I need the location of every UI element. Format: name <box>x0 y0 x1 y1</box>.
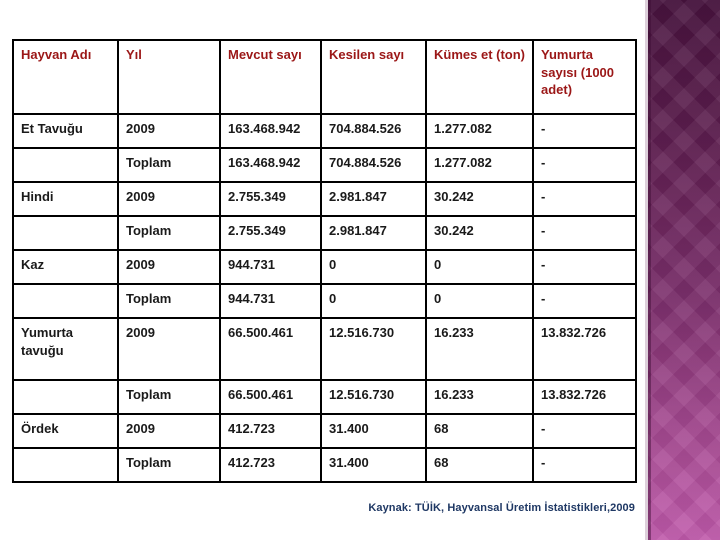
table-cell: 13.832.726 <box>532 317 637 381</box>
side-panel-edge <box>648 0 651 540</box>
table-cell: 16.233 <box>425 379 534 415</box>
table-cell: 944.731 <box>219 283 322 319</box>
table-cell: 0 <box>425 283 534 319</box>
table-cell: 1.277.082 <box>425 147 534 183</box>
table-cell <box>12 215 119 251</box>
table-cell: - <box>532 447 637 483</box>
table-row: Toplam 412.723 31.400 68- <box>12 447 637 483</box>
column-header: Hayvan Adı <box>12 39 119 115</box>
table-row: Toplam 163.468.942 704.884.526 1.277.082- <box>12 147 637 183</box>
table-cell <box>12 147 119 183</box>
table-cell: Yumurta tavuğu <box>12 317 119 381</box>
table-row: Yumurta tavuğu 2009 66.500.461 12.516.730 16… <box>12 317 637 381</box>
table-cell: Hindi <box>12 181 119 217</box>
table-row: Kaz 2009 944.731 0 0- <box>12 249 637 285</box>
table-cell: 2.981.847 <box>320 215 427 251</box>
table-cell: 66.500.461 <box>219 379 322 415</box>
table-cell: Toplam <box>117 379 221 415</box>
table-cell: 12.516.730 <box>320 379 427 415</box>
table-cell: 2009 <box>117 249 221 285</box>
table-row: Et Tavuğu 2009 163.468.942 704.884.526 1.277… <box>12 113 637 149</box>
table-cell: 2.981.847 <box>320 181 427 217</box>
table-cell: 30.242 <box>425 181 534 217</box>
table-cell: - <box>532 413 637 449</box>
table-cell: 412.723 <box>219 413 322 449</box>
table-cell: 2.755.349 <box>219 215 322 251</box>
table-cell: Kaz <box>12 249 119 285</box>
table-cell: 12.516.730 <box>320 317 427 381</box>
table-cell: 944.731 <box>219 249 322 285</box>
table-cell: 2009 <box>117 413 221 449</box>
column-header: Yumurta sayısı (1000 adet) <box>532 39 637 115</box>
table-cell: 2009 <box>117 181 221 217</box>
table-cell: 68 <box>425 447 534 483</box>
table-cell: - <box>532 215 637 251</box>
table-row: Hindi 2009 2.755.349 2.981.847 30.242- <box>12 181 637 217</box>
table-cell: 2009 <box>117 317 221 381</box>
table-cell: - <box>532 181 637 217</box>
table-body: Et Tavuğu 2009 163.468.942 704.884.526 1.277… <box>12 113 637 483</box>
table-header-row: Hayvan Adı Yıl Mevcut sayı Kesilen sayı Küme… <box>12 39 637 115</box>
table-cell <box>12 283 119 319</box>
table-cell: Ördek <box>12 413 119 449</box>
table-cell: Toplam <box>117 447 221 483</box>
table-cell: 0 <box>320 283 427 319</box>
table-cell: 13.832.726 <box>532 379 637 415</box>
column-header: Kümes et (ton) <box>425 39 534 115</box>
table-cell: 163.468.942 <box>219 113 322 149</box>
table-cell: Et Tavuğu <box>12 113 119 149</box>
table-row: Ördek 2009 412.723 31.400 68- <box>12 413 637 449</box>
table-cell <box>12 379 119 415</box>
table-cell: 412.723 <box>219 447 322 483</box>
livestock-statistics-table: Hayvan Adı Yıl Mevcut sayı Kesilen sayı Küme… <box>12 39 637 483</box>
table-cell: 163.468.942 <box>219 147 322 183</box>
table-cell: 704.884.526 <box>320 147 427 183</box>
table-cell: 0 <box>320 249 427 285</box>
table-cell: 30.242 <box>425 215 534 251</box>
table-row: Toplam 2.755.349 2.981.847 30.242- <box>12 215 637 251</box>
table-cell: 66.500.461 <box>219 317 322 381</box>
table-cell: 704.884.526 <box>320 113 427 149</box>
column-header: Mevcut sayı <box>219 39 322 115</box>
table-cell: 68 <box>425 413 534 449</box>
table-cell <box>12 447 119 483</box>
table-row: Toplam 66.500.461 12.516.730 16.233 13.832.7… <box>12 379 637 415</box>
table-cell: 31.400 <box>320 413 427 449</box>
table-cell: 2009 <box>117 113 221 149</box>
table-cell: - <box>532 113 637 149</box>
table-cell: 1.277.082 <box>425 113 534 149</box>
table-cell: 2.755.349 <box>219 181 322 217</box>
table-cell: - <box>532 283 637 319</box>
table-cell: - <box>532 147 637 183</box>
table-cell: Toplam <box>117 215 221 251</box>
table-cell: - <box>532 249 637 285</box>
table-cell: Toplam <box>117 283 221 319</box>
table-cell: 31.400 <box>320 447 427 483</box>
decorative-side-panel <box>645 0 720 540</box>
table-row: Toplam 944.731 0 0- <box>12 283 637 319</box>
table-cell: 16.233 <box>425 317 534 381</box>
source-note: Kaynak: TÜİK, Hayvansal Üretim İstatisti… <box>368 502 635 514</box>
column-header: Yıl <box>117 39 221 115</box>
column-header: Kesilen sayı <box>320 39 427 115</box>
table-cell: 0 <box>425 249 534 285</box>
table-cell: Toplam <box>117 147 221 183</box>
